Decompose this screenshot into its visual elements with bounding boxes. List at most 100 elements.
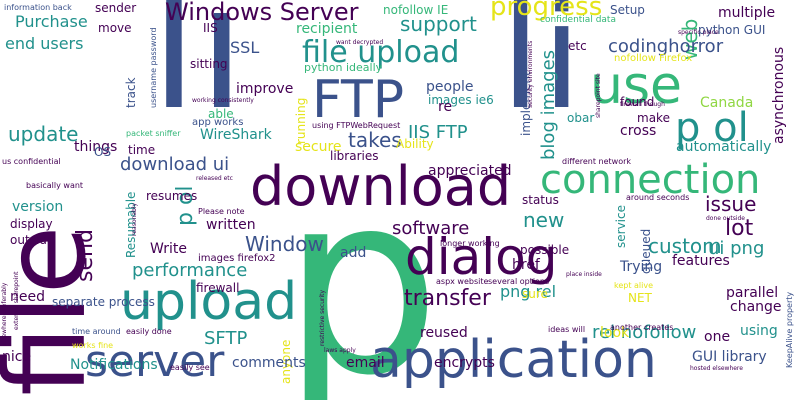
cloud-word: takes <box>348 128 402 152</box>
cloud-word: app works <box>192 117 244 128</box>
cloud-word: elsewhere preferably <box>1 282 8 346</box>
cloud-word: time around <box>72 327 121 336</box>
cloud-word: easily done <box>126 327 172 336</box>
cloud-word: custom <box>648 234 722 258</box>
cloud-word: separate process <box>52 295 155 309</box>
cloud-word: href <box>512 257 540 273</box>
cloud-word: nofollow Firefox <box>614 53 693 64</box>
cloud-word: comments <box>232 355 306 371</box>
cloud-word: upload <box>120 272 298 332</box>
cloud-word: transfer <box>404 286 491 311</box>
cloud-word: p ol <box>675 105 749 151</box>
cloud-word: connection <box>540 157 761 203</box>
cloud-word: written <box>206 217 256 233</box>
cloud-word: application <box>370 330 657 390</box>
cloud-word: blog images <box>538 49 559 160</box>
cloud-word: Please note <box>198 207 245 216</box>
cloud-word: libraries <box>330 149 379 163</box>
cloud-word: OS <box>94 145 112 159</box>
cloud-word: confidential data <box>540 15 616 25</box>
cloud-word: dialog <box>405 228 558 286</box>
cloud-word: running <box>294 97 308 144</box>
cloud-word: found <box>620 95 655 109</box>
cloud-word: support <box>400 12 477 36</box>
cloud-word: download <box>250 155 512 218</box>
cloud-word: multiple <box>718 5 776 21</box>
cloud-word: time <box>128 143 156 157</box>
cloud-word: secure <box>295 139 342 155</box>
cloud-word: place inside <box>566 271 602 278</box>
cloud-word: change <box>730 299 782 315</box>
cloud-word: service <box>614 205 628 248</box>
cloud-word: look <box>600 325 630 341</box>
cloud-word: sure <box>522 287 548 301</box>
cloud-word: firewall <box>196 281 240 295</box>
cloud-word: obar <box>567 111 595 125</box>
cloud-word: username password <box>149 27 158 108</box>
cloud-word: server <box>85 336 225 387</box>
cloud-word: IIS <box>203 21 218 35</box>
cloud-word: sharepoint site <box>595 73 602 118</box>
cloud-word: make <box>637 111 670 125</box>
cloud-word: people <box>426 79 474 95</box>
cloud-word: able <box>208 107 234 121</box>
cloud-word: images ie6 <box>428 93 494 107</box>
cloud-word: longer working <box>440 239 500 248</box>
cloud-word: lot <box>725 216 754 241</box>
cloud-word: status <box>522 193 559 207</box>
cloud-word: things <box>74 139 118 155</box>
cloud-word: possible <box>520 243 570 257</box>
cloud-word: reasonably <box>131 202 138 236</box>
cloud-word: NET <box>628 291 652 305</box>
cloud-word: sitting <box>190 57 228 71</box>
cloud-word: want decrypted <box>336 39 384 46</box>
cloud-word: nofollow IE <box>383 3 449 17</box>
cloud-word: released etc <box>196 175 233 182</box>
cloud-word: add <box>340 245 367 261</box>
cloud-word: IIS FTP <box>408 122 468 143</box>
cloud-word: download ui <box>120 154 230 175</box>
cloud-word: rel nofollow <box>592 322 697 343</box>
cloud-word: track <box>124 77 138 108</box>
cloud-word: progress <box>490 0 603 22</box>
cloud-word: issue <box>705 192 757 216</box>
cloud-word: Purchase <box>15 12 88 31</box>
cloud-word: display <box>10 217 53 231</box>
cloud-word: Window <box>245 232 324 256</box>
cloud-word: recipient <box>296 21 358 37</box>
cloud-word: specific place <box>678 29 719 36</box>
cloud-word: us confidential <box>2 157 61 166</box>
cloud-word: software <box>392 218 470 239</box>
cloud-word: end users <box>5 34 84 53</box>
cloud-word: using FTPWebRequest <box>312 121 401 130</box>
cloud-word: new <box>523 208 565 232</box>
cloud-word: nice <box>2 349 32 365</box>
cloud-word: Ability <box>396 137 434 151</box>
cloud-word: python ideally <box>304 61 383 74</box>
cloud-word: appreciated <box>428 163 512 179</box>
cloud-word: hosted elsewhere <box>690 365 743 372</box>
cloud-word: etc <box>568 39 587 53</box>
cloud-word: basically want <box>26 181 84 190</box>
cloud-word: automatically <box>676 139 772 155</box>
cloud-word: WireShark <box>200 127 272 143</box>
cloud-word: outside <box>10 233 55 247</box>
cloud-word: ideas will <box>548 325 586 334</box>
cloud-word: li <box>150 0 246 148</box>
cloud-word: ui png <box>708 238 765 259</box>
cloud-word: file upload <box>302 35 460 70</box>
cloud-word: images firefox2 <box>198 253 276 264</box>
cloud-word: laws apply <box>324 347 356 354</box>
cloud-word: codinghorror <box>608 36 724 57</box>
cloud-word: features <box>672 253 730 269</box>
cloud-word: performance <box>132 260 248 281</box>
cloud-word: packet sniffer <box>126 129 181 138</box>
cloud-word: Write <box>150 241 187 257</box>
cloud-word: information back <box>4 3 72 12</box>
cloud-word: easily see <box>170 363 210 372</box>
cloud-word: external sharepoint <box>13 271 20 330</box>
cloud-word: version <box>12 199 64 215</box>
cloud-word: improve <box>236 81 294 97</box>
cloud-word: move <box>98 21 132 35</box>
